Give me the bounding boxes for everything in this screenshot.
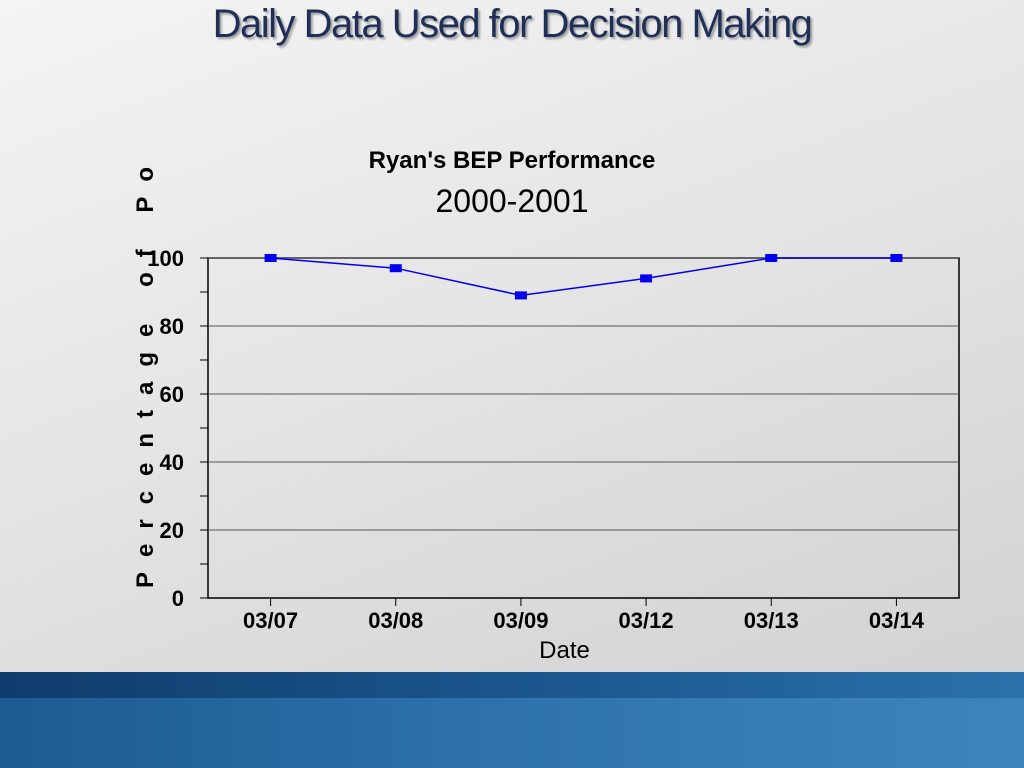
slide-title: Daily Data Used for Decision Making: [212, 2, 813, 46]
data-point: [890, 254, 903, 262]
chart-title: Ryan's BEP Performance: [368, 147, 656, 174]
data-point: [640, 274, 653, 283]
plot-frame: [207, 257, 960, 599]
x-tick-label: 03/13: [744, 608, 799, 633]
x-tick-label: 03/14: [869, 608, 925, 633]
series-line: [270, 257, 897, 297]
line-chart: 0 20 40 60 80 100 03/07 03/08 03/09 03/12 03/13 03/…: [147, 246, 960, 664]
x-axis-title: Date: [539, 637, 590, 664]
y-tick-label: 40: [160, 450, 184, 475]
footer-bar: [0, 672, 1024, 768]
footer-band: [0, 672, 1024, 698]
x-tick-label: 03/09: [493, 608, 548, 633]
y-tick-label: 0: [172, 586, 184, 611]
data-point: [264, 254, 277, 262]
chart-subtitle: 2000-2001: [435, 183, 589, 219]
y-tick-label: 60: [160, 382, 184, 407]
y-tick-label: 20: [160, 518, 184, 543]
x-tick-label: 03/08: [368, 608, 423, 633]
x-tick-label: 03/07: [243, 608, 298, 633]
data-point: [765, 254, 778, 262]
y-tick-label: 80: [160, 314, 184, 339]
y-tick-label: 100: [147, 246, 184, 271]
data-point: [514, 291, 527, 300]
x-tick-label: 03/12: [619, 608, 674, 633]
data-point: [389, 264, 402, 273]
